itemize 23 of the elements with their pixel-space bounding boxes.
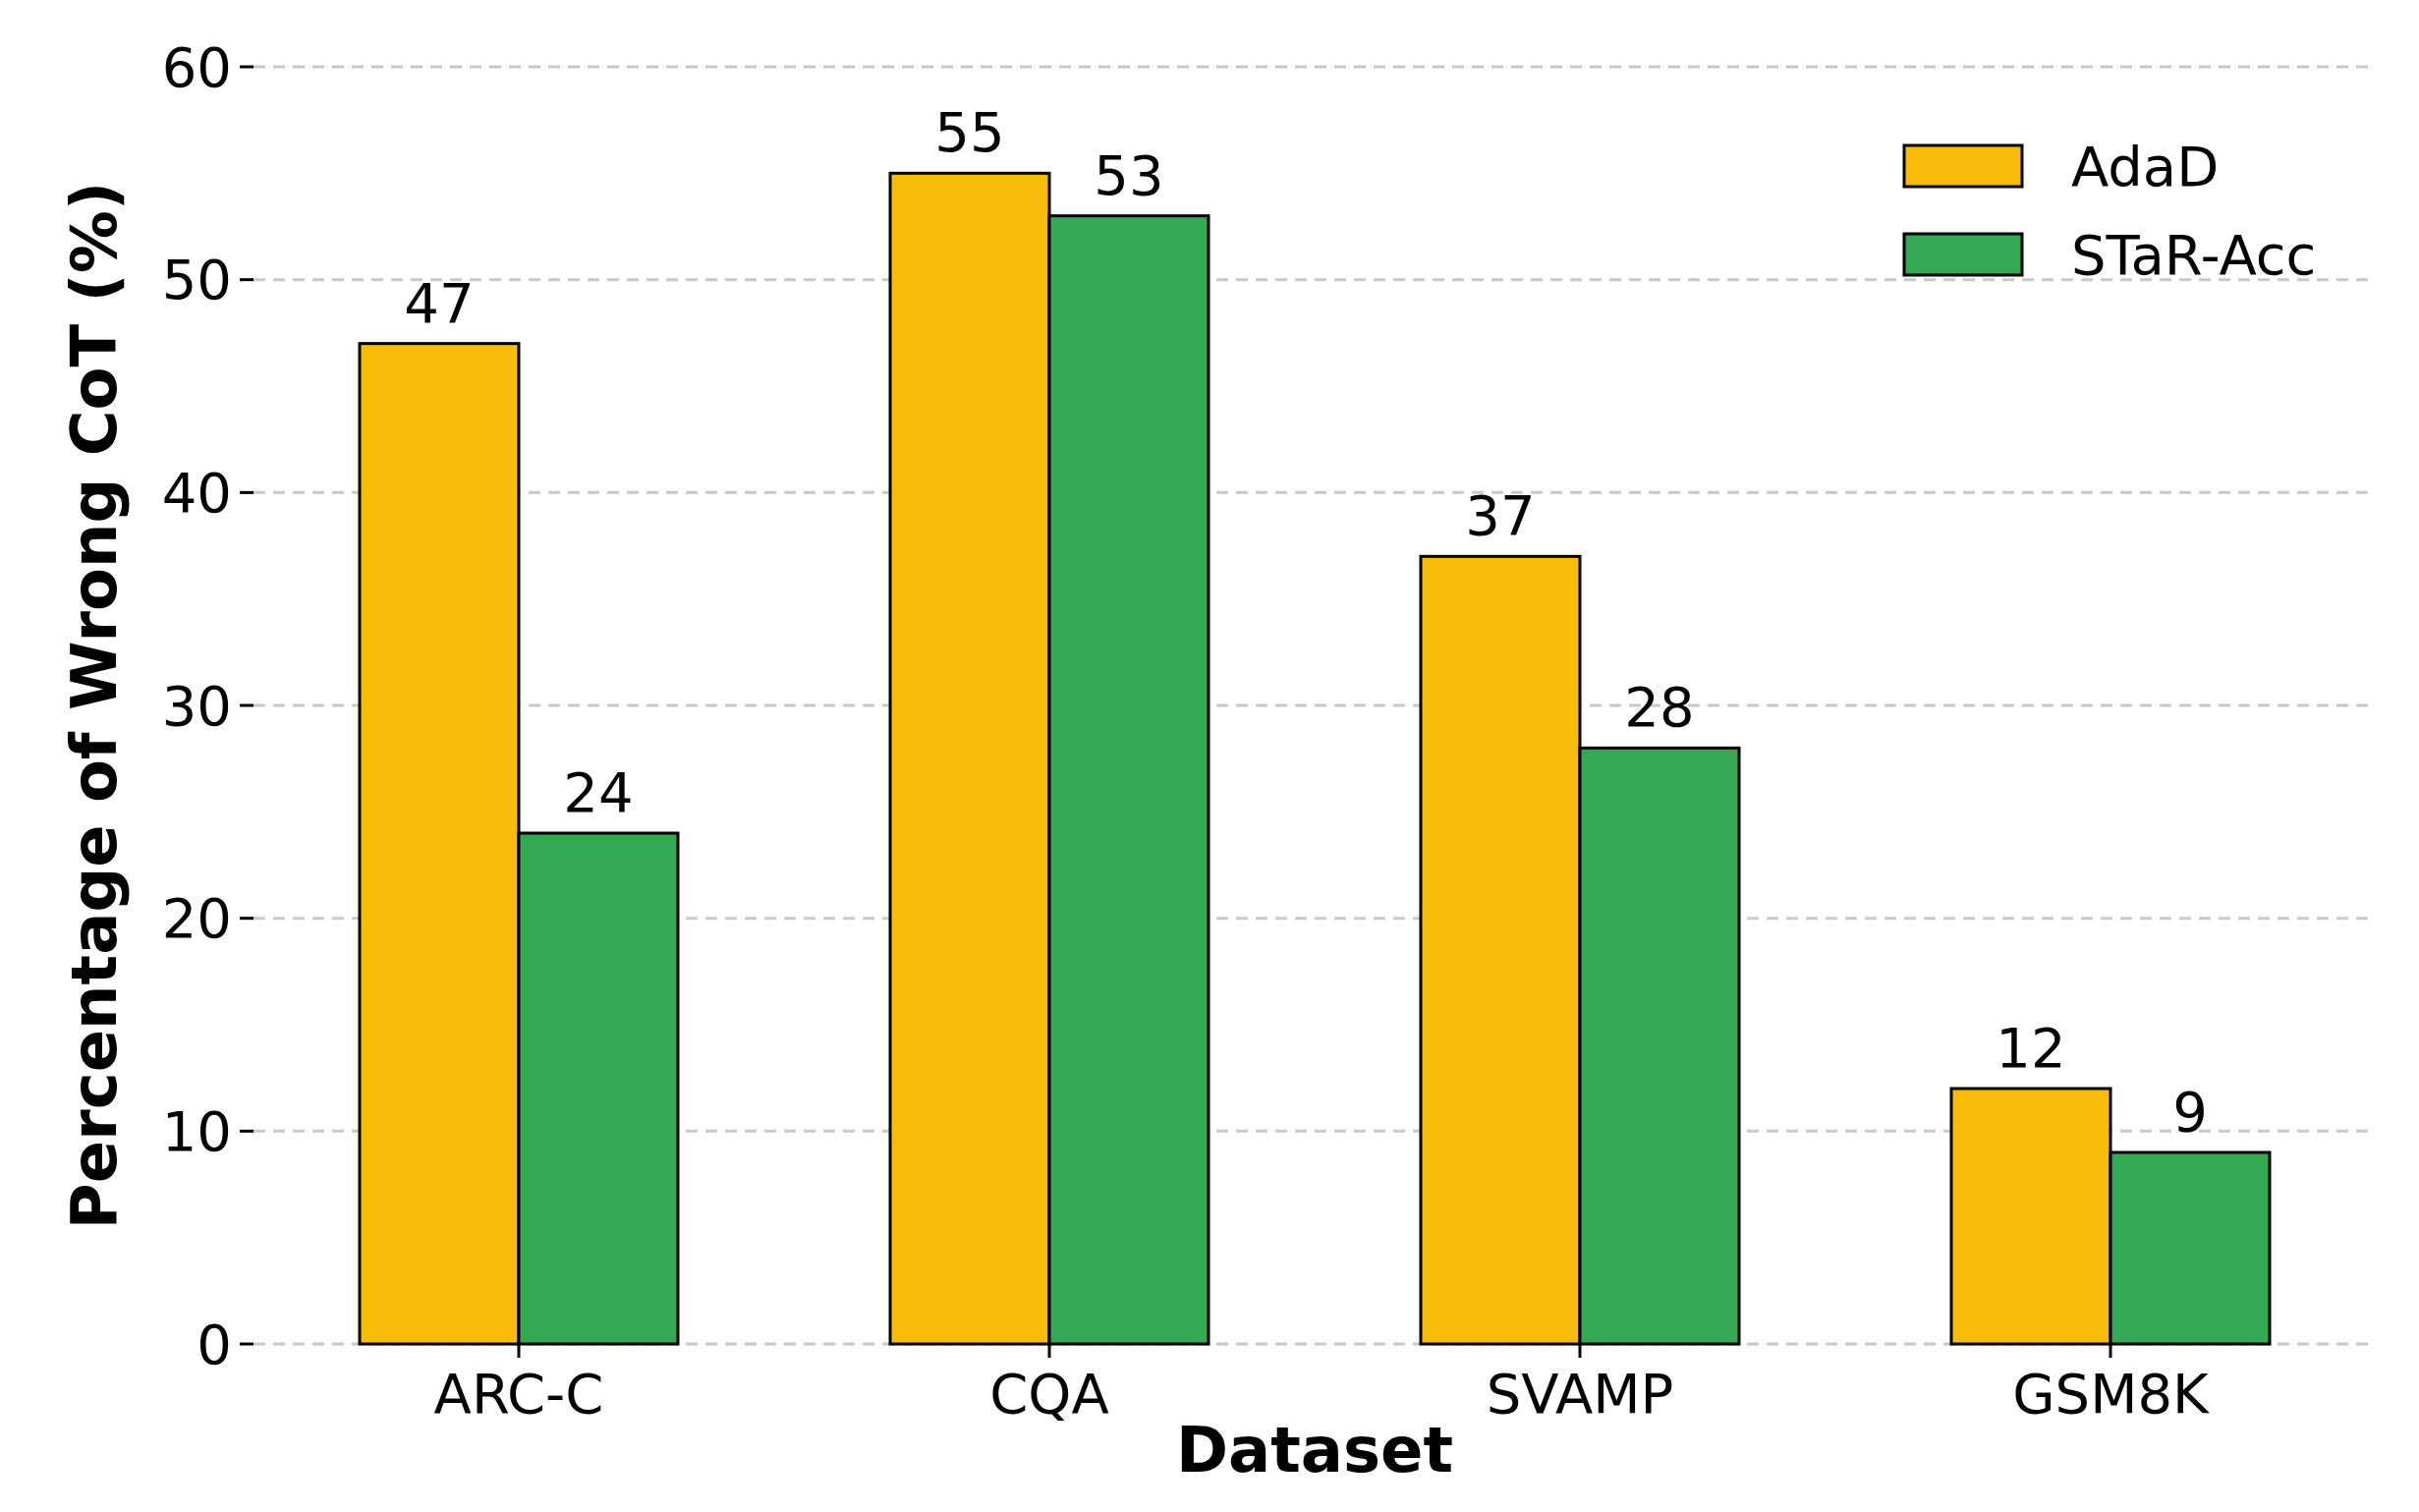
data-label: 28 (1624, 675, 1695, 740)
y-tick-label: 60 (161, 34, 232, 99)
y-tick-label: 0 (197, 1312, 232, 1376)
y-tick-label: 50 (161, 248, 232, 312)
x-tick-label: ARC-C (433, 1362, 604, 1426)
data-label: 47 (404, 270, 475, 335)
data-label: 24 (563, 760, 634, 824)
x-tick-label: SVAMP (1486, 1362, 1674, 1426)
data-label: 12 (1996, 1016, 2066, 1080)
x-tick-label: CQA (989, 1362, 1109, 1426)
legend-label: STaR-Acc (2071, 222, 2317, 287)
y-axis-title: Percentage of Wrong CoT (%) (58, 181, 131, 1230)
y-tick-label: 10 (161, 1098, 232, 1163)
data-label: 9 (2172, 1080, 2208, 1144)
data-label: 53 (1094, 142, 1164, 207)
y-tick-label: 20 (161, 886, 232, 951)
data-label: 55 (934, 100, 1005, 165)
y-tick-label: 40 (161, 460, 232, 525)
y-tick-label: 30 (161, 673, 232, 738)
legend-label: AdaD (2071, 134, 2220, 198)
x-tick-label: GSM8K (2012, 1362, 2211, 1426)
data-label: 37 (1465, 483, 1536, 548)
x-axis-title: Dataset (1175, 1414, 1454, 1486)
